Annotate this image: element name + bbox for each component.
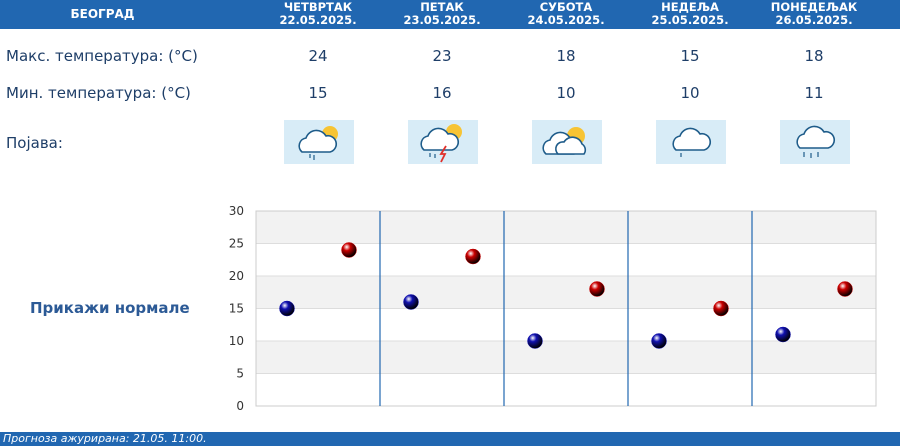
grid-band — [256, 308, 876, 341]
grid-band — [256, 341, 876, 374]
min-temp-value: 15 — [308, 84, 328, 102]
phenomenon-label: Појава: — [6, 134, 63, 152]
max-temp-point — [589, 281, 605, 297]
day-name: НЕДЕЉА — [661, 0, 719, 14]
partly-cloudy-thunderstorm-icon — [408, 120, 478, 164]
y-tick-label: 30 — [229, 204, 244, 218]
forecast-updated-text: Прогноза ажурирана: 21.05. 11:00. — [3, 432, 207, 445]
day-header-4: НЕДЕЉА 25.05.2025. — [628, 1, 752, 27]
min-temp-value: 10 — [556, 84, 576, 102]
forecast-updated-footer: Прогноза ажурирана: 21.05. 11:00. — [0, 432, 900, 446]
day-header-5: ПОНЕДЕЉАК 26.05.2025. — [752, 1, 876, 27]
min-temp-value: 10 — [680, 84, 700, 102]
max-temp-point — [837, 281, 853, 297]
max-temp-value: 23 — [432, 47, 452, 65]
day-date: 22.05.2025. — [279, 13, 357, 27]
min-temp-point — [403, 294, 419, 310]
min-temp-label: Мин. температура: (°C) — [6, 84, 191, 102]
day-name: ПЕТАК — [420, 0, 464, 14]
min-temp-value: 11 — [804, 84, 824, 102]
cloudy-rain-icon — [780, 120, 850, 164]
max-temp-point — [713, 300, 729, 317]
day-header-1: ЧЕТВРТАК 22.05.2025. — [256, 1, 380, 27]
min-temp-point — [527, 333, 543, 349]
day-name: ЧЕТВРТАК — [283, 0, 353, 14]
max-temp-point — [465, 248, 481, 265]
max-temp-value: 15 — [680, 47, 700, 65]
max-temp-point — [341, 242, 357, 258]
max-temp-label: Макс. температура: (°C) — [6, 47, 198, 65]
y-tick-label: 10 — [229, 334, 244, 348]
max-temp-value: 18 — [804, 47, 824, 65]
day-name: ПОНЕДЕЉАК — [770, 0, 858, 14]
day-date: 25.05.2025. — [651, 13, 729, 27]
y-tick-label: 25 — [229, 237, 244, 251]
day-date: 24.05.2025. — [527, 13, 605, 27]
cloudy-light-rain-icon — [656, 120, 726, 164]
y-tick-label: 5 — [236, 367, 244, 381]
y-tick-label: 20 — [229, 269, 244, 283]
plot-frame — [255, 210, 877, 407]
day-name: СУБОТА — [539, 0, 593, 14]
day-header-3: СУБОТА 24.05.2025. — [504, 1, 628, 27]
grid-band — [256, 211, 876, 244]
max-temp-value: 24 — [308, 47, 328, 65]
show-normals-button[interactable]: Прикажи нормале — [30, 299, 190, 317]
forecast-header: БЕОГРАД ЧЕТВРТАК 22.05.2025. ПЕТАК 23.05… — [0, 0, 900, 29]
grid-band — [256, 276, 876, 309]
y-tick-label: 15 — [229, 302, 244, 316]
grid-band — [256, 243, 876, 276]
min-temp-value: 16 — [432, 84, 452, 102]
grid-band — [256, 373, 876, 406]
min-temp-point — [279, 300, 295, 317]
city-name: БЕОГРАД — [70, 7, 135, 21]
temperature-chart: 0 5 10 15 20 25 30 — [229, 204, 877, 413]
partly-cloudy-icon — [532, 120, 602, 164]
min-temp-point — [651, 333, 667, 349]
max-temp-value: 18 — [556, 47, 576, 65]
partly-cloudy-light-rain-icon — [284, 120, 354, 164]
day-date: 23.05.2025. — [403, 13, 481, 27]
y-tick-label: 0 — [236, 399, 244, 413]
min-temp-point — [775, 326, 791, 343]
day-header-2: ПЕТАК 23.05.2025. — [380, 1, 504, 27]
day-date: 26.05.2025. — [775, 13, 853, 27]
